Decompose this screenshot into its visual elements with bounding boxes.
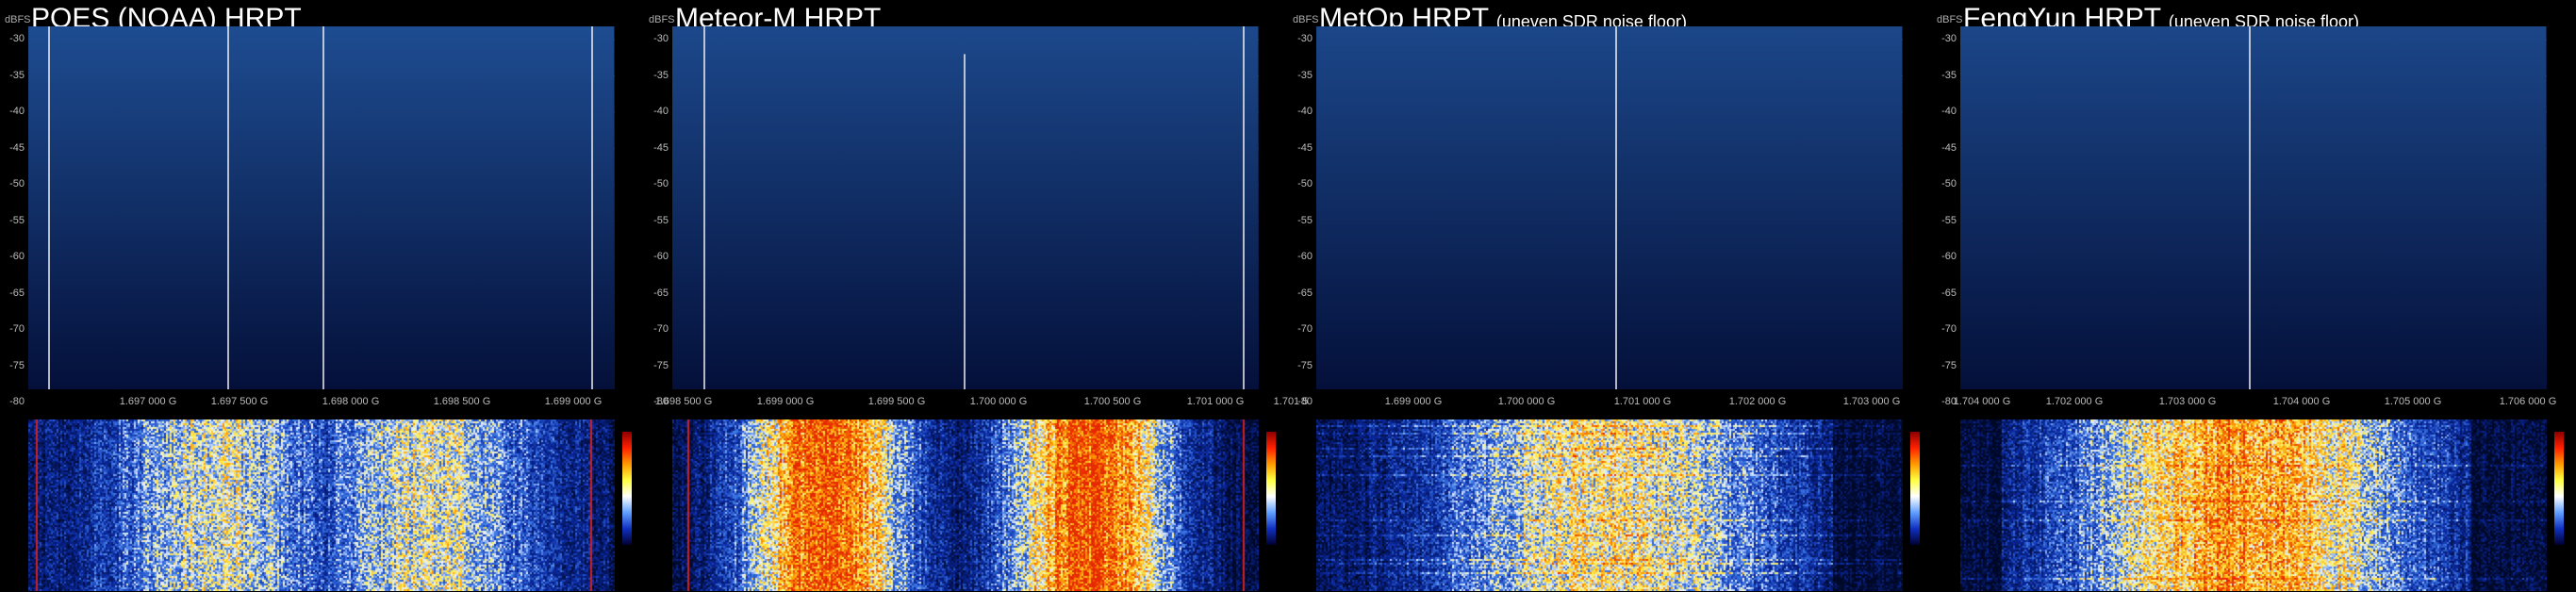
waterfall-display[interactable]: [672, 419, 1259, 591]
waterfall-colorbar: [1910, 432, 1920, 545]
y-tick-label: -65: [1297, 287, 1313, 299]
y-tick-label: -60: [1297, 251, 1313, 262]
y-tick-label: -65: [653, 287, 669, 299]
y-tick-label: -75: [9, 359, 25, 371]
y-tick-label: -50: [1297, 178, 1313, 189]
spectrum-plot[interactable]: [1960, 26, 2547, 389]
y-tick-label: -35: [653, 69, 669, 81]
x-tick-label: 1.698 000 G: [322, 396, 380, 407]
spectrum-plot[interactable]: [28, 26, 615, 389]
x-tick-label: 1.702 000 G: [2045, 396, 2104, 407]
y-tick-label: -60: [1941, 251, 1957, 262]
y-tick-label: -65: [1941, 287, 1957, 299]
y-tick-label: -40: [9, 106, 25, 117]
x-tick-label: 1.699 000 G: [756, 396, 815, 407]
x-tick-label: 1.701 000 G: [1613, 396, 1672, 407]
y-tick-label: -30: [653, 33, 669, 44]
dbfs-unit-label: dBFS: [649, 14, 675, 25]
panel-poes: POES (NOAA) HRPT dBFS -30 -35 -40 -45 -50 -55…: [0, 0, 644, 592]
spectrum-fill: [28, 26, 615, 389]
x-tick-label: 1.699 000 G: [1384, 396, 1443, 407]
x-tick-label: 1.700 000 G: [969, 396, 1028, 407]
waterfall-display[interactable]: [28, 419, 615, 591]
y-tick-label: -65: [9, 287, 25, 299]
x-tick-label: 1.698 500 G: [433, 396, 491, 407]
x-tick-label: 1.706 000 G: [2499, 396, 2557, 407]
y-tick-label: -70: [653, 323, 669, 335]
y-tick-label: -40: [1941, 106, 1957, 117]
waterfall-colorbar: [1266, 432, 1276, 545]
x-tick-label: 1.699 500 G: [867, 396, 926, 407]
y-tick-label: -70: [1297, 323, 1313, 335]
panel-meteor: Meteor-M HRPT dBFS -30 -35 -40 -45 -50 -55 -60…: [644, 0, 1308, 592]
dbfs-unit-label: dBFS: [1293, 14, 1319, 25]
y-tick-label: -45: [653, 141, 669, 154]
y-tick-label: -50: [1941, 178, 1957, 189]
y-tick-label: -70: [9, 323, 25, 335]
x-tick-label: 1.704 000 G: [2272, 396, 2331, 407]
y-tick-label: -30: [1297, 33, 1313, 44]
x-tick-label: 1.699 000 G: [544, 396, 603, 407]
y-tick-label: -40: [1297, 106, 1313, 117]
waterfall-colorbar: [622, 432, 632, 545]
x-tick-label: 1.704 000 G: [1953, 396, 2011, 407]
y-tick-label: -75: [653, 359, 669, 371]
waterfall-display[interactable]: [1960, 419, 2547, 591]
x-tick-label: 1.702 000 G: [1728, 396, 1787, 407]
y-tick-label: -40: [653, 106, 669, 117]
y-tick-label: -80: [1941, 396, 1957, 407]
y-tick-label: -45: [1941, 141, 1957, 154]
x-tick-label: 1.705 000 G: [2384, 396, 2442, 407]
x-tick-label: 1.701 000 G: [1186, 396, 1245, 407]
y-tick-label: -75: [1941, 359, 1957, 371]
spectrum-plot[interactable]: [672, 26, 1259, 389]
panel-fengyun: FengYun HRPT (uneven SDR noise floor) dB…: [1932, 0, 2576, 592]
y-tick-label: -50: [653, 178, 669, 189]
y-tick-label: -55: [9, 214, 25, 226]
y-tick-label: -55: [1941, 214, 1957, 226]
waterfall-display[interactable]: [1316, 419, 1903, 591]
dbfs-unit-label: dBFS: [5, 14, 31, 25]
y-tick-label: -80: [9, 396, 25, 407]
panel-metop: MetOp HRPT (uneven SDR noise floor) dBFS…: [1288, 0, 2010, 592]
y-tick-label: -80: [1297, 396, 1313, 407]
x-tick-label: 1.697 000 G: [119, 396, 177, 407]
y-tick-label: -60: [9, 251, 25, 262]
y-tick-label: -30: [1941, 33, 1957, 44]
y-tick-label: -35: [1941, 69, 1957, 81]
x-tick-label: 1.700 500 G: [1083, 396, 1142, 407]
x-tick-label: 1.697 500 G: [210, 396, 269, 407]
x-tick-label: 1.703 000 G: [2158, 396, 2217, 407]
dbfs-unit-label: dBFS: [1937, 14, 1963, 25]
y-tick-label: -35: [9, 69, 25, 81]
y-tick-label: -45: [1297, 141, 1313, 154]
spectrum-plot[interactable]: [1316, 26, 1903, 389]
x-tick-label: 1.703 000 G: [1842, 396, 1901, 407]
y-tick-label: -50: [9, 178, 25, 189]
y-tick-label: -55: [1297, 214, 1313, 226]
y-tick-label: -55: [653, 214, 669, 226]
y-tick-label: -35: [1297, 69, 1313, 81]
y-tick-label: -45: [9, 141, 25, 154]
y-tick-label: -60: [653, 251, 669, 262]
waterfall-colorbar: [2554, 432, 2564, 545]
y-tick-label: -80: [653, 396, 669, 407]
y-tick-label: -30: [9, 33, 25, 44]
y-tick-label: -75: [1297, 359, 1313, 371]
x-tick-label: 1.698 500 G: [654, 396, 713, 407]
spectrum-fill: [1316, 26, 1903, 389]
y-tick-label: -70: [1941, 323, 1957, 335]
spectrum-fill: [672, 26, 1259, 389]
x-tick-label: 1.701 5: [1273, 396, 1309, 407]
spectrum-fill: [1960, 26, 2547, 389]
x-tick-label: 1.700 000 G: [1497, 396, 1556, 407]
